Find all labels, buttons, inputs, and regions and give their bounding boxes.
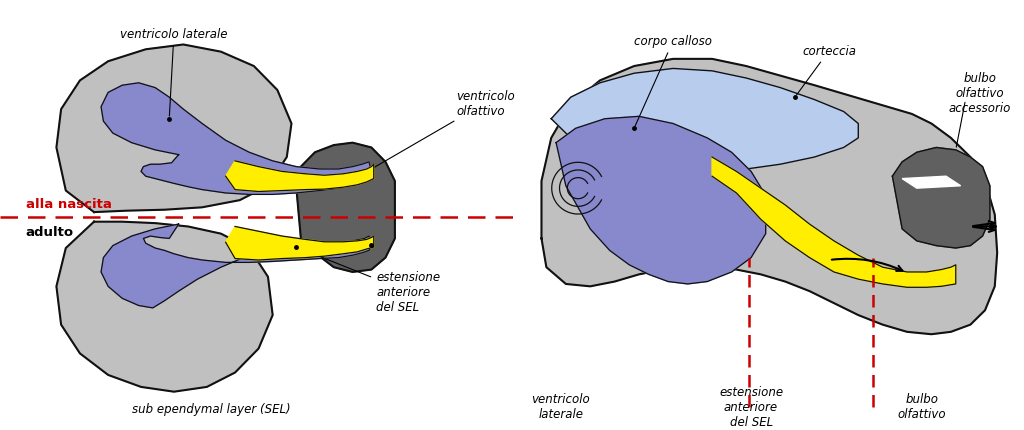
Polygon shape [712, 158, 955, 288]
Polygon shape [556, 117, 766, 284]
Text: sub ependymal layer (SEL): sub ependymal layer (SEL) [132, 402, 291, 415]
Polygon shape [101, 224, 372, 308]
Polygon shape [551, 69, 858, 172]
Polygon shape [542, 60, 997, 335]
Polygon shape [101, 83, 372, 195]
Polygon shape [892, 148, 990, 249]
Text: bulbo
olfattivo
accessorio: bulbo olfattivo accessorio [949, 72, 1012, 114]
Text: estensione
anteriore
del SEL: estensione anteriore del SEL [719, 385, 783, 427]
Text: ventricolo laterale: ventricolo laterale [120, 28, 227, 117]
Polygon shape [225, 227, 374, 261]
Polygon shape [225, 162, 374, 192]
Text: bulbo
olfattivo: bulbo olfattivo [897, 392, 946, 420]
Polygon shape [56, 222, 272, 392]
Polygon shape [296, 143, 395, 272]
Text: ventricolo
olfattivo: ventricolo olfattivo [374, 90, 515, 168]
Text: adulto: adulto [26, 225, 74, 238]
Polygon shape [902, 177, 961, 189]
Text: corteccia: corteccia [797, 45, 856, 96]
Text: ventricolo
laterale: ventricolo laterale [531, 392, 591, 420]
Text: corpo calloso: corpo calloso [634, 35, 712, 126]
Polygon shape [56, 46, 292, 212]
Text: estensione
anteriore
del SEL: estensione anteriore del SEL [299, 249, 440, 313]
Text: alla nascita: alla nascita [26, 198, 112, 211]
